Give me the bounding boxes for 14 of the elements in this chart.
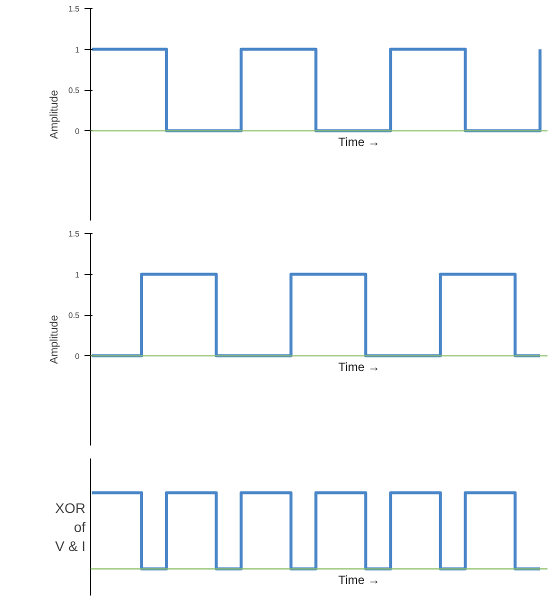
x-axis-title: Time → xyxy=(338,134,380,149)
y-tick-label: 0.5 xyxy=(68,311,80,320)
y-tick-label: 1 xyxy=(75,270,80,280)
y-tick-label: 1 xyxy=(75,45,80,54)
y-axis-title: Amplitude xyxy=(48,315,60,364)
y-tick-label: 1.5 xyxy=(68,230,80,238)
x-axis-title: Time → xyxy=(338,360,380,374)
y-tick-label: 0 xyxy=(75,352,80,361)
y-tick-label: 1.5 xyxy=(68,4,80,14)
y-tick-label: 0.5 xyxy=(68,86,80,96)
y-axis-title: Amplitude xyxy=(48,90,60,139)
y-tick-label: 0 xyxy=(75,126,80,136)
x-axis-title: Time → xyxy=(338,572,380,587)
y-axis-title: XOR of V & I xyxy=(55,500,86,554)
